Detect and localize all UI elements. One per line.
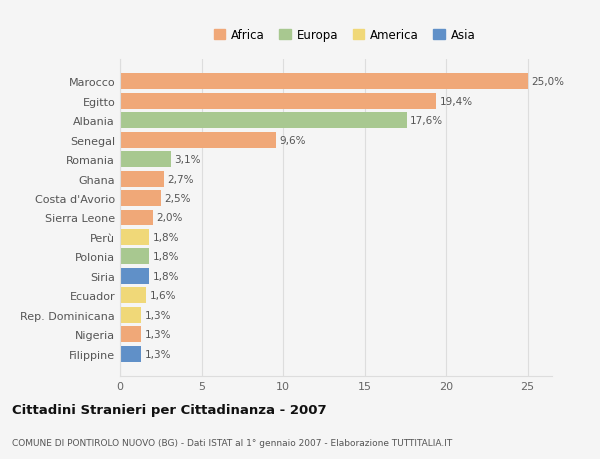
Text: 17,6%: 17,6% [410,116,443,126]
Text: 3,1%: 3,1% [174,155,200,165]
Text: 1,8%: 1,8% [152,271,179,281]
Text: 1,3%: 1,3% [145,310,171,320]
Bar [120,327,141,342]
Text: 2,5%: 2,5% [164,194,191,204]
Bar [120,269,149,284]
Text: 25,0%: 25,0% [531,77,564,87]
Bar [120,210,152,226]
Bar [120,190,161,207]
Text: 2,7%: 2,7% [167,174,194,184]
Text: 1,6%: 1,6% [149,291,176,301]
Text: 2,0%: 2,0% [156,213,182,223]
Text: 9,6%: 9,6% [280,135,306,146]
Text: 1,3%: 1,3% [145,330,171,340]
Bar [120,230,149,246]
Text: 19,4%: 19,4% [440,96,473,106]
Bar [120,113,407,129]
Text: Cittadini Stranieri per Cittadinanza - 2007: Cittadini Stranieri per Cittadinanza - 2… [12,403,326,416]
Text: 1,8%: 1,8% [152,232,179,242]
Bar [120,132,277,148]
Text: 1,8%: 1,8% [152,252,179,262]
Bar [120,249,149,265]
Bar [120,74,527,90]
Bar [120,307,141,323]
Bar [120,346,141,362]
Bar [120,288,146,304]
Bar [120,152,170,168]
Bar [120,171,164,187]
Legend: Africa, Europa, America, Asia: Africa, Europa, America, Asia [209,24,481,47]
Text: 1,3%: 1,3% [145,349,171,359]
Bar [120,94,436,109]
Text: COMUNE DI PONTIROLO NUOVO (BG) - Dati ISTAT al 1° gennaio 2007 - Elaborazione TU: COMUNE DI PONTIROLO NUOVO (BG) - Dati IS… [12,438,452,447]
